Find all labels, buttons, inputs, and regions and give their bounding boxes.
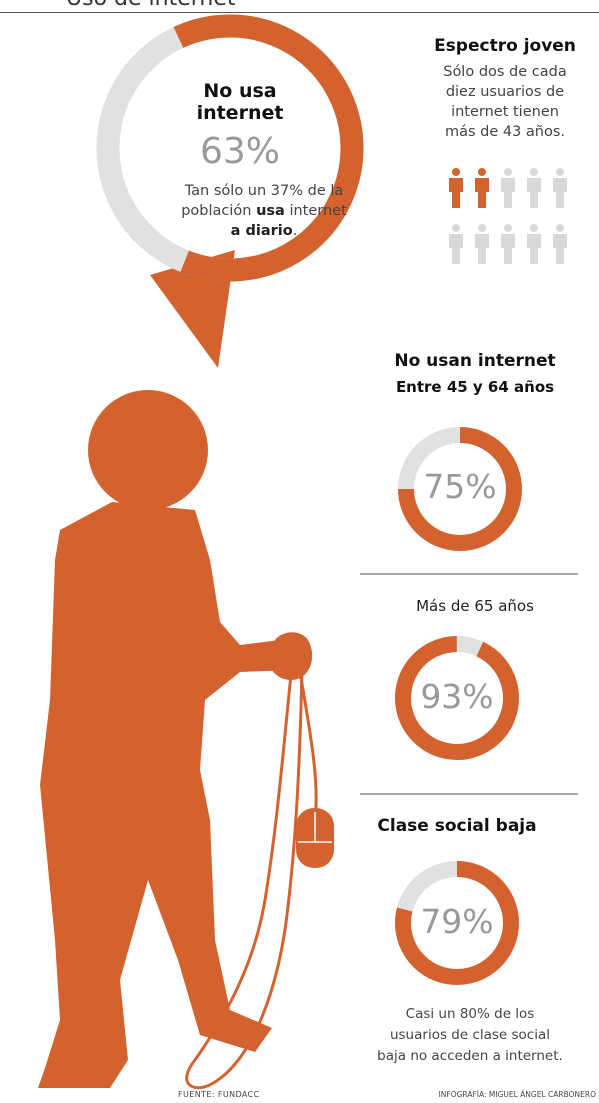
main-desc-line3: a diario. (164, 221, 364, 241)
person-figure-body (527, 234, 541, 264)
person-figure-head (556, 168, 564, 176)
espectro-line-1: Sólo dos de cada (443, 64, 567, 80)
person-figure-7 (475, 224, 489, 264)
donut-clase-arc (395, 861, 519, 985)
donut-65-label: Más de 65 años (416, 597, 534, 615)
donut-45-64-percent: 75% (423, 467, 497, 506)
espectro-line-4: más de 43 años. (444, 124, 566, 140)
person-silhouette (38, 390, 313, 1088)
main-title: No usa internet (190, 80, 290, 124)
person-body (38, 502, 300, 1088)
main-title-line2: internet (196, 102, 284, 124)
person-figure-head (504, 224, 512, 232)
donut-45-64-label: Entre 45 y 64 años (395, 378, 555, 396)
main-desc-a-diario: a diario (230, 223, 293, 239)
person-figure-9 (527, 224, 541, 264)
main-desc-usa: usa (256, 203, 285, 219)
person-figure-body (449, 178, 463, 208)
main-percent: 63% (199, 131, 280, 172)
person-figure-head (452, 224, 460, 232)
people-pictogram (449, 168, 567, 264)
person-figure-6 (449, 224, 463, 264)
person-figure-body (527, 178, 541, 208)
person-figure-head (504, 168, 512, 176)
main-desc-line1: Tan sólo un 37% de la (184, 183, 344, 199)
no-usan-title: No usan internet (394, 351, 556, 371)
cable-strand-2 (185, 663, 294, 1090)
person-figure-head (452, 168, 460, 176)
person-figure-2 (475, 168, 489, 208)
donut-clase-percent: 79% (420, 902, 494, 941)
clase-desc-line-3: baja no acceden a internet. (377, 1048, 563, 1064)
person-figure-4 (527, 168, 541, 208)
clase-desc-line-2: usuarios de clase social (389, 1027, 551, 1043)
clase-title: Clase social baja (377, 816, 537, 836)
donut-65-percent: 93% (420, 677, 494, 716)
espectro-line-3: internet tienen (451, 104, 559, 120)
donut-45-64-arc (398, 427, 522, 551)
person-figure-head (478, 224, 486, 232)
espectro-title: Espectro joven (434, 36, 576, 56)
title-bar: Uso de internet (0, 0, 599, 13)
main-desc-poblacion: población (181, 203, 252, 219)
person-figure-5 (553, 168, 567, 208)
person-figure-head (530, 168, 538, 176)
person-figure-body (501, 178, 515, 208)
espectro-description: Sólo dos de cada diez usuarios de intern… (420, 62, 590, 142)
person-figure-1 (449, 168, 463, 208)
person-head (88, 390, 208, 510)
person-figure-head (530, 224, 538, 232)
person-figure-body (553, 234, 567, 264)
clase-desc-line-1: Casi un 80% de los (405, 1006, 535, 1022)
person-figure-body (475, 178, 489, 208)
person-figure-body (501, 234, 515, 264)
page-title: Uso de internet (66, 0, 236, 11)
cable-strand-3 (213, 666, 304, 1084)
main-desc-period: . (292, 223, 298, 239)
main-donut-arc (173, 14, 364, 282)
main-desc-line2: población usa internet (164, 201, 364, 221)
person-figure-10 (553, 224, 567, 264)
clase-description: Casi un 80% de los usuarios de clase soc… (370, 1004, 570, 1067)
mouse-icon (296, 808, 334, 868)
main-title-line1: No usa (203, 80, 277, 102)
espectro-line-2: diez usuarios de (445, 84, 565, 100)
person-figure-3 (501, 168, 515, 208)
footer-source: Fuente: FUNDACC (178, 1090, 260, 1099)
person-figure-head (556, 224, 564, 232)
main-description: Tan sólo un 37% de la población usa inte… (164, 181, 364, 241)
person-figure-8 (501, 224, 515, 264)
person-figure-body (553, 178, 567, 208)
mouse-cable (185, 658, 318, 1090)
person-figure-head (478, 168, 486, 176)
main-desc-internet: internet (289, 203, 347, 219)
person-figure-body (449, 234, 463, 264)
person-figure-body (475, 234, 489, 264)
donut-65-arc (395, 636, 519, 760)
footer-credit: Infografía: Miguel Ángel Carbonero (438, 1090, 596, 1099)
